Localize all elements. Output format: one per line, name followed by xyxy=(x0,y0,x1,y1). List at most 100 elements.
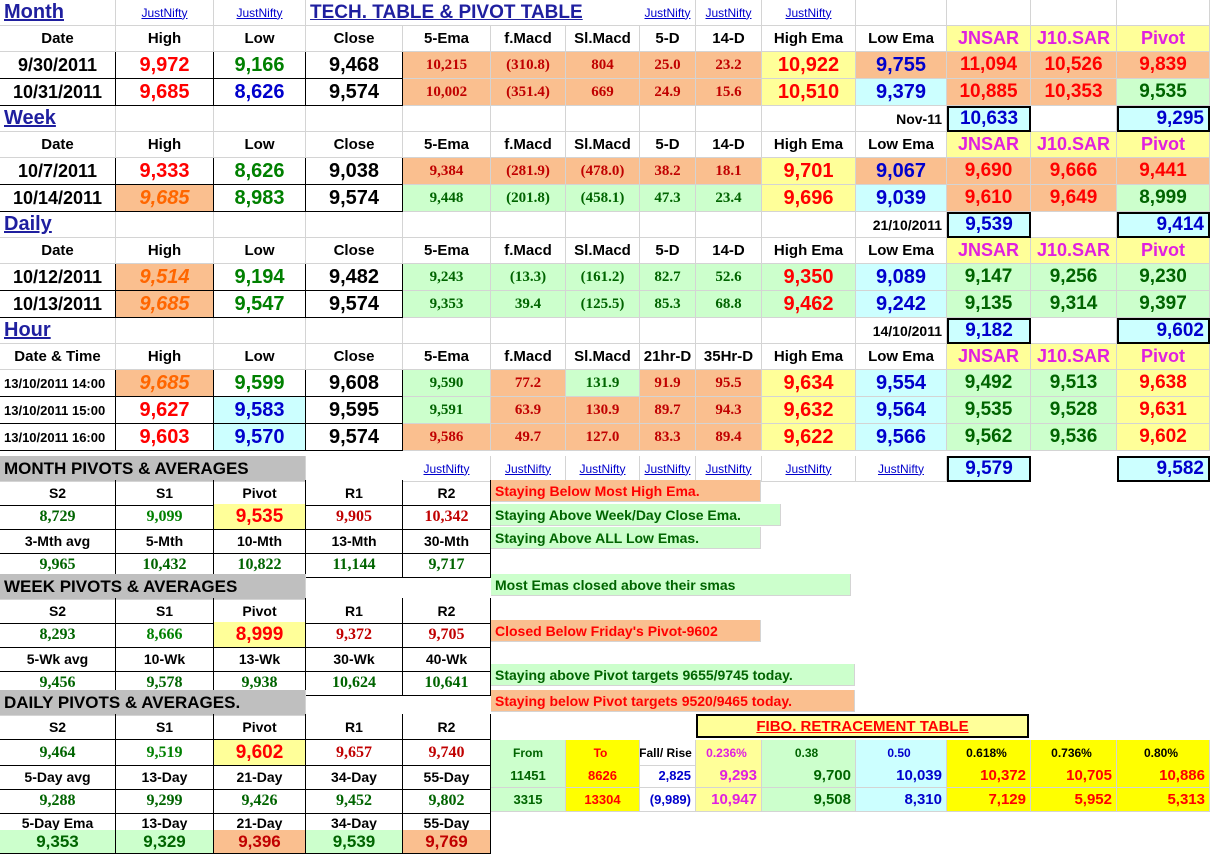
column-header: f.Macd xyxy=(491,238,566,264)
data-cell: 11,094 xyxy=(947,52,1031,79)
avg-value: 10,624 xyxy=(306,670,403,696)
data-cell: 9,603 xyxy=(116,424,214,451)
jnsar-box: 9,579 xyxy=(947,456,1031,482)
pivot-value: 9,099 xyxy=(116,504,214,530)
pivot-header: R1 xyxy=(306,598,403,624)
avg-value: 10,641 xyxy=(403,670,491,696)
fibo-value: 2,825 xyxy=(640,764,696,788)
avg-header: 13-Wk xyxy=(214,646,306,672)
data-cell: 9,350 xyxy=(762,264,856,291)
fibo-value: 8,310 xyxy=(856,788,947,812)
empty-cell xyxy=(1031,0,1117,26)
data-cell: (310.8) xyxy=(491,52,566,79)
data-cell: 9,574 xyxy=(306,424,403,451)
data-cell: 9,039 xyxy=(856,185,947,212)
data-cell: (478.0) xyxy=(566,158,640,185)
empty-cell xyxy=(403,318,491,344)
column-header: Pivot xyxy=(1117,238,1210,264)
data-cell: 9,353 xyxy=(403,291,491,318)
avg-value: 9,288 xyxy=(0,788,116,814)
avg-header: 55-Day xyxy=(403,764,491,790)
empty-cell xyxy=(1031,106,1117,132)
column-header: 5-D xyxy=(640,26,696,52)
column-header: 5-Ema xyxy=(403,132,491,158)
column-header: Sl.Macd xyxy=(566,132,640,158)
avg-value: 9,299 xyxy=(116,788,214,814)
data-cell: 9,462 xyxy=(762,291,856,318)
fibo-header: 0.80% xyxy=(1117,740,1210,766)
pivot-header: S1 xyxy=(116,598,214,624)
ema-value: 9,539 xyxy=(306,830,403,854)
row-date: 13/10/2011 16:00 xyxy=(0,424,116,451)
data-cell: 9,089 xyxy=(856,264,947,291)
column-header: Close xyxy=(306,344,403,370)
justnifty-link[interactable]: JustNifty xyxy=(640,456,696,482)
data-cell: 9,441 xyxy=(1117,158,1210,185)
data-cell: 9,482 xyxy=(306,264,403,291)
justnifty-link[interactable]: JustNifty xyxy=(696,0,762,26)
column-header: Sl.Macd xyxy=(566,238,640,264)
justnifty-link[interactable]: JustNifty xyxy=(640,0,696,26)
justnifty-link[interactable]: JustNifty xyxy=(696,456,762,482)
justnifty-link[interactable]: JustNifty xyxy=(214,0,306,26)
data-cell: 9,649 xyxy=(1031,185,1117,212)
empty-cell xyxy=(0,106,116,132)
pivot-value: 9,519 xyxy=(116,740,214,766)
data-cell: 9,492 xyxy=(947,370,1031,397)
note-text: Staying Below Most High Ema. xyxy=(491,480,761,502)
justnifty-link[interactable]: JustNifty xyxy=(491,456,566,482)
avg-header: 5-Day avg xyxy=(0,764,116,790)
pivot-value: 9,602 xyxy=(214,740,306,766)
data-cell: 91.9 xyxy=(640,370,696,397)
data-cell: 9,701 xyxy=(762,158,856,185)
column-header: JNSAR xyxy=(947,238,1031,264)
pivot-header: S2 xyxy=(0,480,116,506)
data-cell: 9,067 xyxy=(856,158,947,185)
data-cell: 24.9 xyxy=(640,79,696,106)
fibo-title: FIBO. RETRACEMENT TABLE xyxy=(696,714,1029,738)
empty-cell xyxy=(1031,212,1117,238)
data-cell: 94.3 xyxy=(696,397,762,424)
justnifty-link[interactable]: JustNifty xyxy=(566,456,640,482)
empty-cell xyxy=(566,106,640,132)
fibo-value: 9,293 xyxy=(696,764,762,788)
row-date: 13/10/2011 14:00 xyxy=(0,370,116,397)
data-cell: 8,999 xyxy=(1117,185,1210,212)
justnifty-link[interactable]: JustNifty xyxy=(403,456,491,482)
column-header: High Ema xyxy=(762,344,856,370)
empty-cell xyxy=(856,0,947,26)
empty-cell xyxy=(640,106,696,132)
data-cell: 9,610 xyxy=(947,185,1031,212)
fibo-header: From xyxy=(491,740,566,766)
data-cell: 131.9 xyxy=(566,370,640,397)
justnifty-link[interactable]: JustNifty xyxy=(762,456,856,482)
empty-cell xyxy=(116,212,214,238)
column-header: 21hr-D xyxy=(640,344,696,370)
empty-cell xyxy=(116,318,214,344)
data-cell: 9,242 xyxy=(856,291,947,318)
data-cell: 9,627 xyxy=(116,397,214,424)
fibo-header: 0.236% xyxy=(696,740,762,766)
column-header: Low xyxy=(214,238,306,264)
empty-cell xyxy=(762,212,856,238)
justnifty-link[interactable]: JustNifty xyxy=(856,456,947,482)
fibo-value: 9,700 xyxy=(762,764,856,788)
pivot-header: Pivot xyxy=(214,714,306,740)
data-cell: 9,448 xyxy=(403,185,491,212)
data-cell: 38.2 xyxy=(640,158,696,185)
note-text: Staying Above Week/Day Close Ema. xyxy=(491,504,781,526)
pivot-box: 9,414 xyxy=(1117,212,1210,238)
column-header: High xyxy=(116,344,214,370)
row-date: 10/14/2011 xyxy=(0,185,116,212)
data-cell: 9,696 xyxy=(762,185,856,212)
fibo-header: 0.38 xyxy=(762,740,856,766)
justnifty-link[interactable]: JustNifty xyxy=(116,0,214,26)
data-cell: 39.4 xyxy=(491,291,566,318)
justnifty-link[interactable]: JustNifty xyxy=(762,0,856,26)
avg-header: 30-Wk xyxy=(306,646,403,672)
empty-cell xyxy=(0,212,116,238)
data-cell: 9,685 xyxy=(116,79,214,106)
avg-header: 5-Wk avg xyxy=(0,646,116,672)
avg-value: 9,452 xyxy=(306,788,403,814)
